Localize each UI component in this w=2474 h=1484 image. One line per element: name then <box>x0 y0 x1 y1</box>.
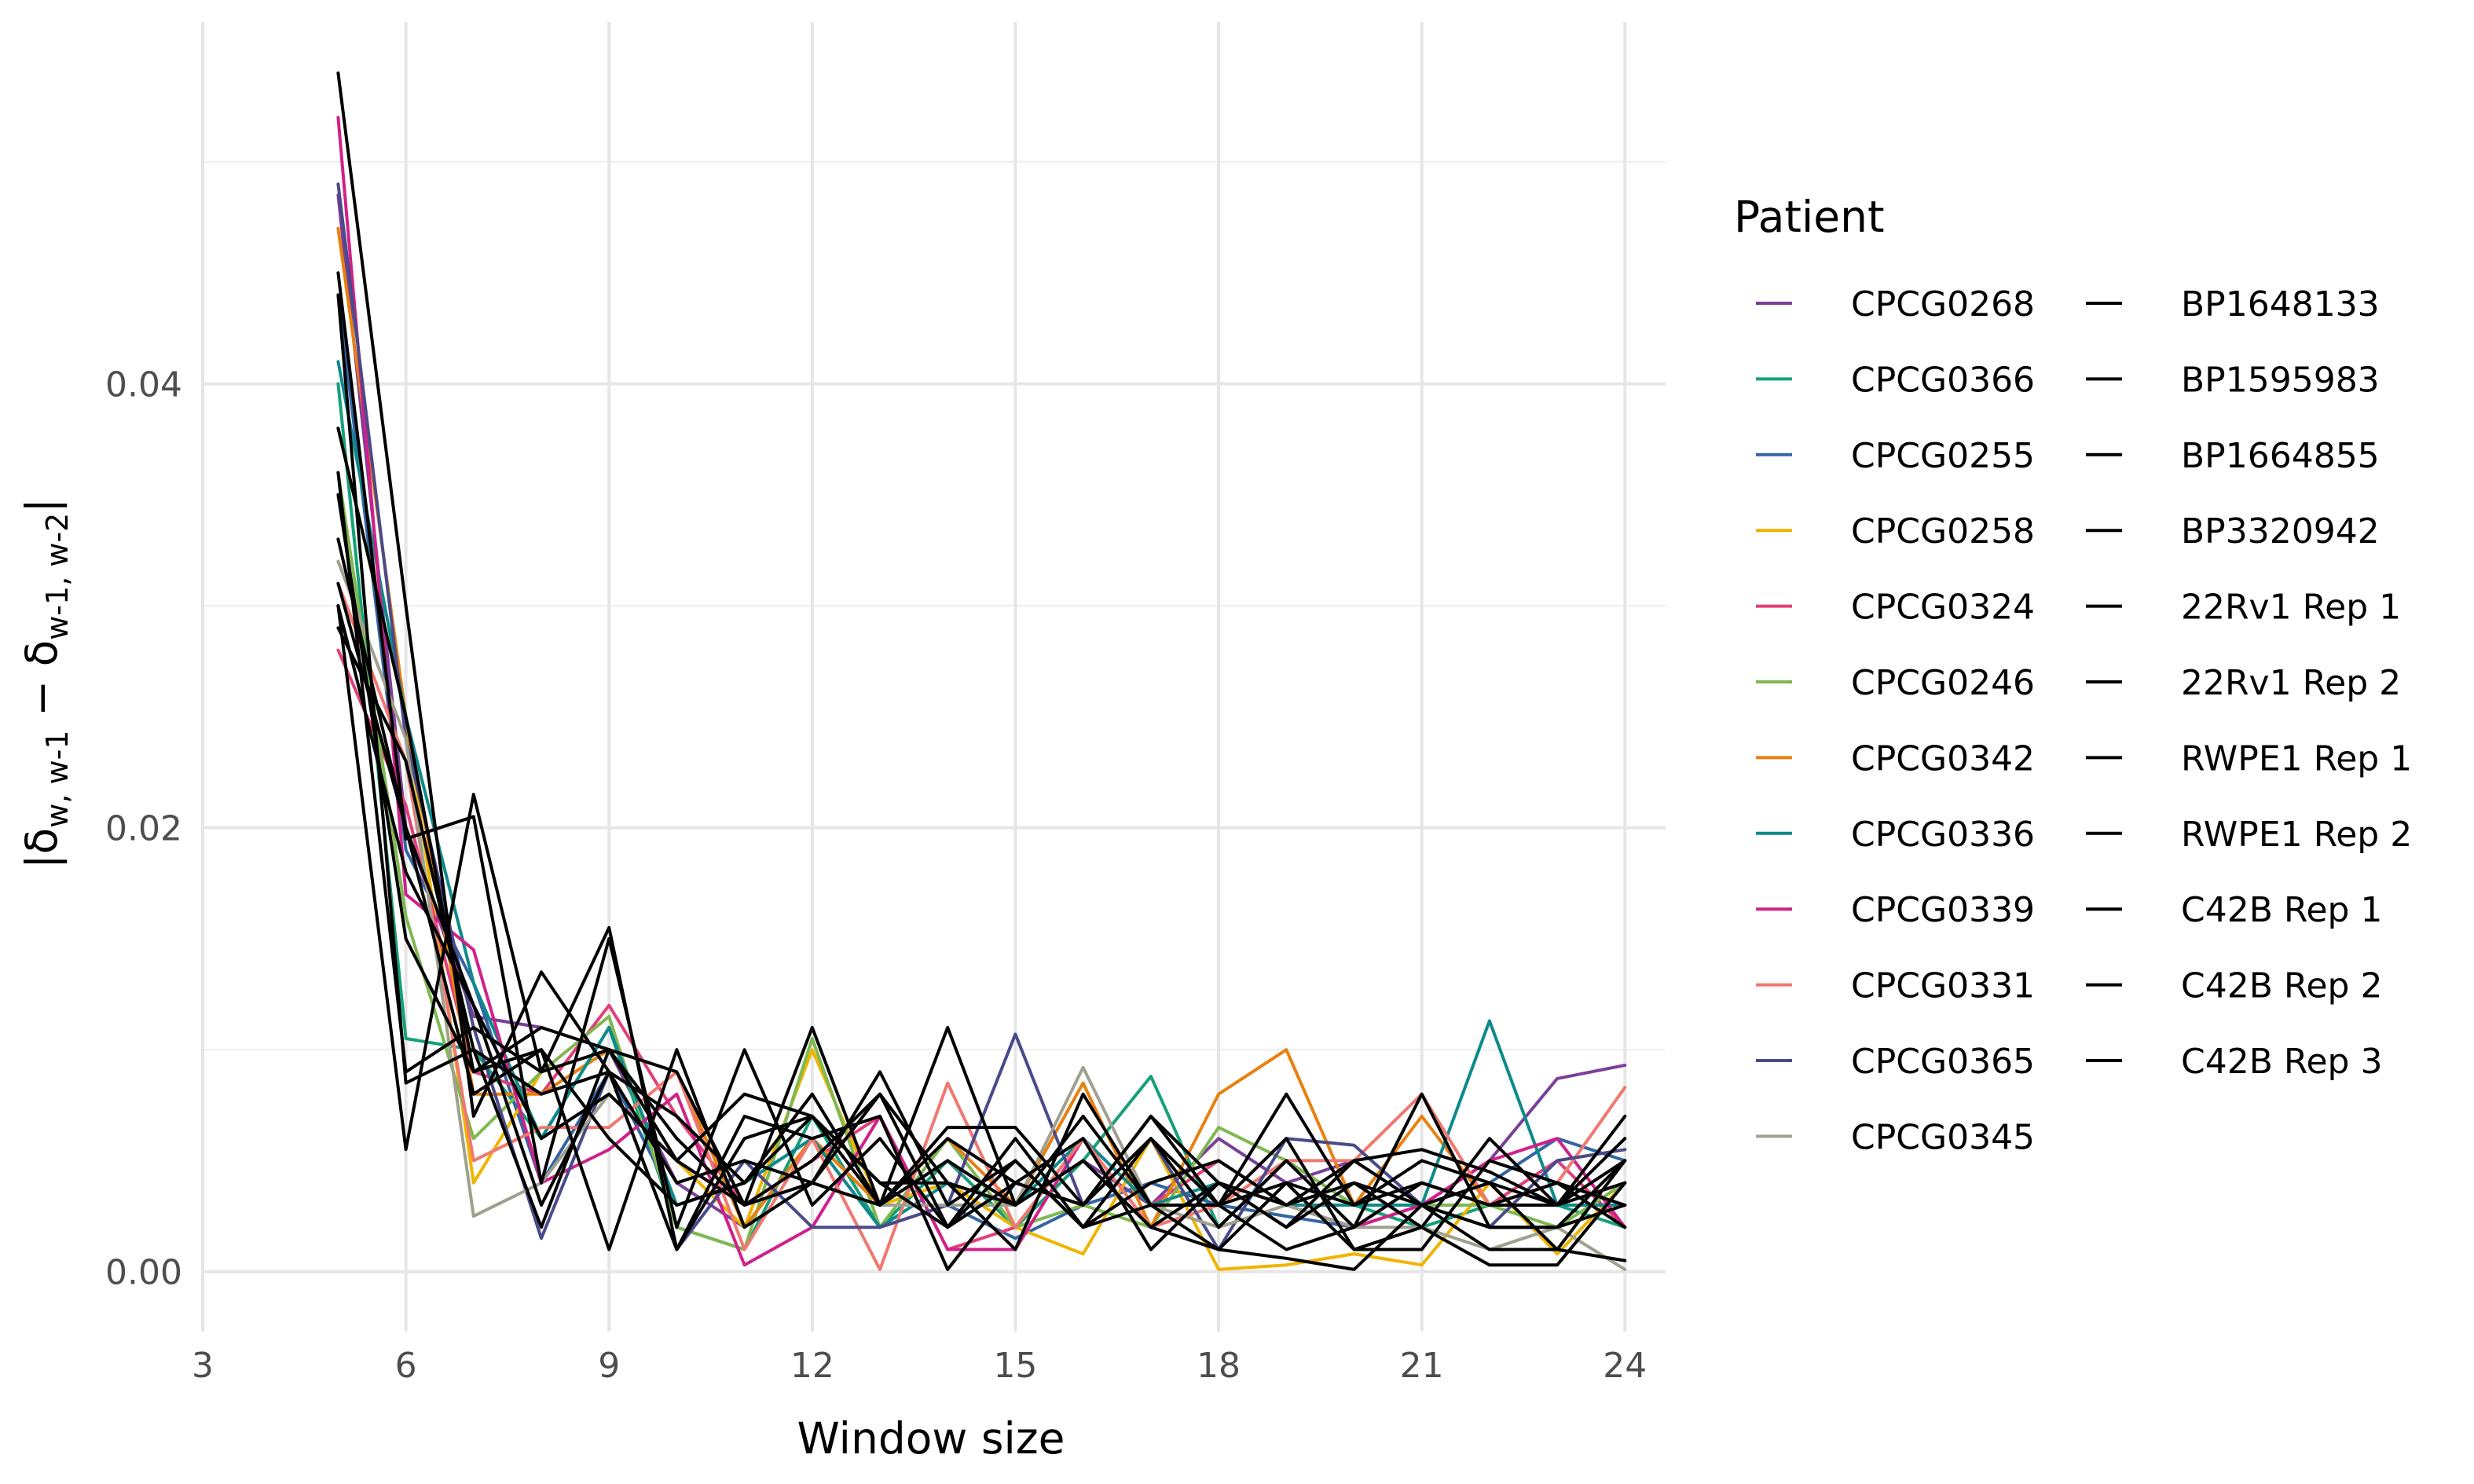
series-line <box>336 581 1627 1271</box>
legend-item: CPCG0324 <box>1756 588 2035 628</box>
legend-label: CPCG0255 <box>1851 436 2035 476</box>
legend-label: BP1595983 <box>2181 360 2380 400</box>
legend-label: RWPE1 Rep 1 <box>2181 738 2412 779</box>
y-axis-minus: − <box>16 666 67 730</box>
x-tick-label: 21 <box>1400 1346 1444 1386</box>
y-axis-subscript-2: w-1, w-2 <box>40 513 75 640</box>
legend-item: BP1595983 <box>2086 360 2380 400</box>
legend-item: CPCG0255 <box>1756 436 2035 476</box>
series-line <box>336 427 1627 1251</box>
x-axis-ticks: 3 6 9 12 15 18 21 24 <box>192 1346 1647 1386</box>
grid <box>201 22 1666 1332</box>
x-tick-label: 3 <box>192 1346 214 1386</box>
legend: Patient CPCG0268 CPCG0366 CPCG0255 CPCG0258… <box>1734 192 2412 1157</box>
legend-item: CPCG0342 <box>1756 738 2035 779</box>
legend-label: 22Rv1 Rep 2 <box>2181 663 2401 703</box>
legend-item: RWPE1 Rep 2 <box>2086 815 2412 855</box>
legend-item: CPCG0331 <box>1756 966 2035 1006</box>
series-line <box>336 471 1627 1229</box>
y-axis-ticks: 0.00 0.02 0.04 <box>105 365 182 1293</box>
series-line <box>336 537 1627 1267</box>
legend-item: CPCG0258 <box>1756 511 2035 551</box>
legend-item: 22Rv1 Rep 2 <box>2086 663 2401 703</box>
y-axis-delta-1: δ <box>16 828 67 855</box>
series-line <box>336 226 1627 1229</box>
series-line <box>336 604 1627 1271</box>
legend-item: RWPE1 Rep 1 <box>2086 738 2412 779</box>
legend-item: CPCG0339 <box>1756 890 2035 930</box>
legend-label: CPCG0324 <box>1851 588 2035 628</box>
series-line <box>336 271 1627 1229</box>
legend-label: C42B Rep 1 <box>2181 890 2382 930</box>
series-line <box>336 193 1627 1229</box>
legend-item: CPCG0366 <box>1756 360 2035 400</box>
legend-item: BP1664855 <box>2086 436 2380 476</box>
y-tick-label: 0.02 <box>105 809 182 849</box>
x-tick-label: 9 <box>598 1346 620 1386</box>
legend-label: CPCG0246 <box>1851 663 2035 703</box>
legend-item: BP1648133 <box>2086 284 2380 324</box>
series-line <box>336 71 1627 1271</box>
series-line <box>336 293 1627 1251</box>
legend-label: RWPE1 Rep 2 <box>2181 815 2412 855</box>
series-layer <box>336 71 1627 1271</box>
legend-label: CPCG0339 <box>1851 890 2035 930</box>
legend-label: CPCG0342 <box>1851 738 2035 779</box>
legend-label: CPCG0268 <box>1851 284 2035 324</box>
series-line <box>336 493 1627 1229</box>
legend-label: BP1648133 <box>2181 284 2380 324</box>
legend-label: CPCG0345 <box>1851 1117 2035 1157</box>
legend-item: 22Rv1 Rep 1 <box>2086 588 2401 628</box>
x-tick-label: 15 <box>993 1346 1037 1386</box>
x-tick-label: 6 <box>395 1346 417 1386</box>
series-line <box>336 115 1627 1267</box>
legend-label: BP3320942 <box>2181 511 2380 551</box>
legend-item: CPCG0365 <box>1756 1042 2035 1082</box>
y-tick-label: 0.04 <box>105 365 182 405</box>
series-line <box>336 360 1627 1229</box>
legend-item: CPCG0345 <box>1756 1117 2035 1157</box>
legend-item: C42B Rep 2 <box>2086 966 2382 1006</box>
x-axis-title: Window size <box>797 1413 1065 1464</box>
x-tick-label: 24 <box>1603 1346 1647 1386</box>
legend-item: CPCG0268 <box>1756 284 2035 324</box>
legend-label: CPCG0365 <box>1851 1042 2035 1082</box>
y-axis-subscript-1: w, w-1 <box>40 730 75 827</box>
series-line <box>336 581 1627 1207</box>
x-tick-label: 12 <box>790 1346 834 1386</box>
legend-label: CPCG0336 <box>1851 815 2035 855</box>
legend-title: Patient <box>1734 192 1885 242</box>
legend-item: C42B Rep 3 <box>2086 1042 2382 1082</box>
y-tick-label: 0.00 <box>105 1253 182 1293</box>
legend-item: CPCG0336 <box>1756 815 2035 855</box>
legend-label: 22Rv1 Rep 1 <box>2181 588 2401 628</box>
legend-label: C42B Rep 3 <box>2181 1042 2382 1082</box>
series-line <box>336 293 1627 1240</box>
legend-label: CPCG0331 <box>1851 966 2035 1006</box>
y-axis-title: |δw, w-1 − δw-1, w-2| <box>16 498 75 869</box>
legend-label: C42B Rep 2 <box>2181 966 2382 1006</box>
legend-item: C42B Rep 1 <box>2086 890 2382 930</box>
legend-item: BP3320942 <box>2086 511 2380 551</box>
legend-label: CPCG0366 <box>1851 360 2035 400</box>
x-tick-label: 18 <box>1197 1346 1241 1386</box>
legend-item: CPCG0246 <box>1756 663 2035 703</box>
legend-label: BP1664855 <box>2181 436 2380 476</box>
legend-label: CPCG0258 <box>1851 511 2035 551</box>
y-axis-delta-2: δ <box>16 640 67 667</box>
